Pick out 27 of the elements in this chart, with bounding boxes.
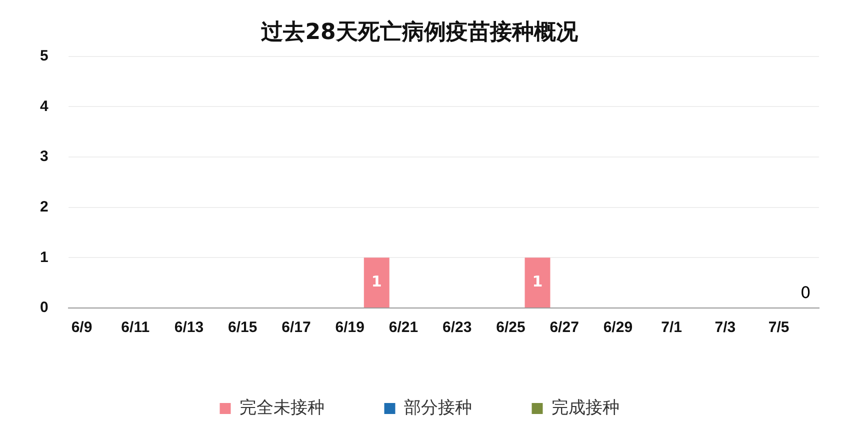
x-tick-label: 6/17	[282, 319, 311, 336]
x-tick-label: 7/1	[661, 319, 682, 336]
y-tick-label: 0	[40, 299, 48, 316]
x-tick-label: 6/23	[442, 319, 472, 336]
data-label: 0	[800, 283, 811, 302]
x-tick-label: 6/29	[603, 319, 633, 336]
y-tick-label: 1	[40, 248, 48, 266]
chart-title: 过去28天死亡病例疫苗接种概况	[260, 18, 579, 45]
legend-label: 完全未接种	[239, 398, 324, 418]
data-label: 1	[532, 272, 543, 290]
y-tick-label: 5	[40, 48, 48, 65]
x-tick-label: 6/11	[121, 319, 150, 336]
x-tick-label: 7/3	[714, 319, 736, 336]
x-tick-label: 6/25	[496, 319, 526, 336]
legend-label: 部分接种	[404, 398, 472, 418]
y-tick-label: 3	[40, 148, 48, 166]
legend-label: 完成接种	[551, 398, 620, 418]
y-tick-label: 4	[40, 98, 49, 115]
x-tick-label: 6/27	[550, 319, 579, 336]
data-label: 1	[371, 272, 382, 290]
x-tick-label: 6/13	[174, 319, 204, 336]
x-tick-label: 7/5	[768, 319, 790, 336]
y-tick-label: 2	[40, 198, 48, 216]
x-tick-label: 6/9	[71, 319, 92, 336]
x-tick-label: 6/21	[388, 319, 418, 336]
x-tick-label: 6/19	[335, 319, 364, 336]
x-tick-label: 6/15	[228, 319, 258, 336]
